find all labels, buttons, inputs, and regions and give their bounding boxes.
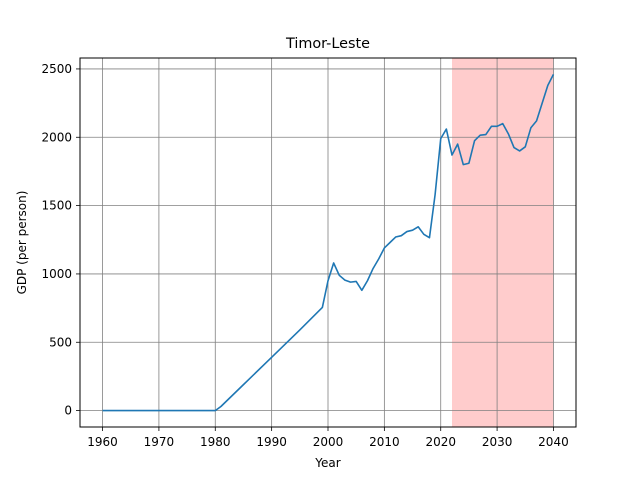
x-tick-label: 1980 — [200, 435, 231, 449]
tick-layer: 1960 1970 1980 1990 2000 2010 2020 2030 2040 0 500… — [41, 62, 568, 449]
x-tick-label: 2010 — [369, 435, 400, 449]
y-tick-label: 500 — [49, 335, 72, 349]
chart-title: Timor-Leste — [285, 36, 370, 52]
gdp-line — [102, 74, 555, 412]
series-layer — [102, 74, 555, 412]
x-tick-label: 1960 — [87, 435, 118, 449]
y-tick-label: 1000 — [41, 267, 72, 281]
x-tick-label: 1990 — [256, 435, 287, 449]
x-tick-label: 1970 — [144, 435, 175, 449]
x-tick-label: 2040 — [538, 435, 569, 449]
y-axis-label: GDP (per person) — [15, 191, 29, 295]
y-tick-label: 0 — [64, 404, 72, 418]
x-tick-label: 2020 — [425, 435, 456, 449]
y-tick-label: 2000 — [41, 130, 72, 144]
x-axis-label: Year — [314, 456, 340, 470]
grid-layer — [80, 58, 576, 427]
x-tick-label: 2000 — [313, 435, 344, 449]
y-tick-label: 2500 — [41, 62, 72, 76]
x-tick-label: 2030 — [482, 435, 513, 449]
y-tick-label: 1500 — [41, 199, 72, 213]
